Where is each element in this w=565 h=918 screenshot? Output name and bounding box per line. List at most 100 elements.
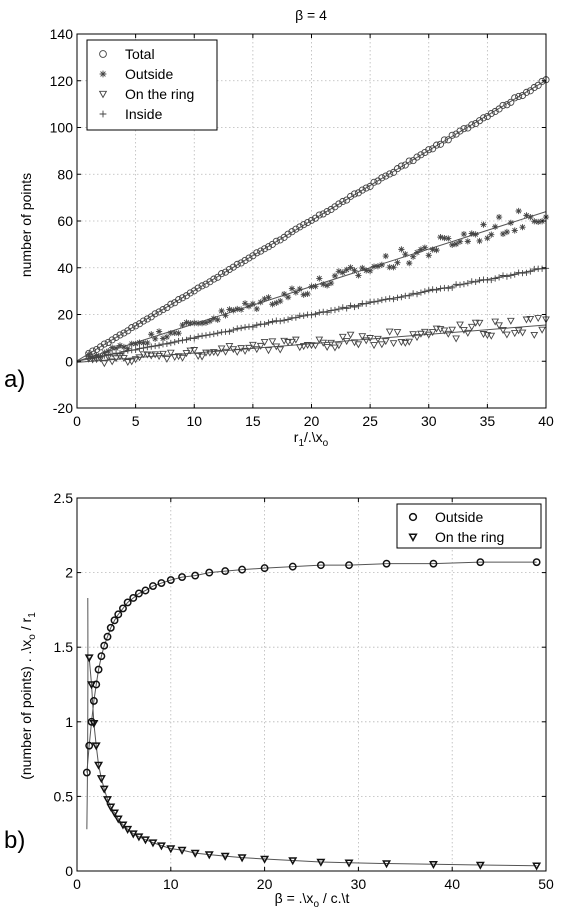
data-point: [116, 342, 124, 349]
data-point: [87, 717, 96, 726]
data-point: [129, 594, 138, 602]
panel-b-y-axis-label: (number of points) . .\xo / r1: [18, 612, 38, 780]
data-point: [89, 696, 98, 705]
data-point: [382, 252, 389, 260]
data-point: [417, 151, 425, 159]
x-tick-label: 20: [257, 876, 273, 892]
data-point: [429, 145, 437, 153]
y-tick-label: 0.5: [54, 788, 74, 804]
data-point: [260, 855, 270, 864]
data-point: [362, 184, 370, 192]
data-point: [378, 174, 386, 182]
data-point: [183, 319, 190, 326]
data-point: [155, 308, 163, 316]
x-tick-label: 0: [73, 413, 81, 429]
data-point: [155, 353, 163, 361]
data-point: [425, 146, 433, 154]
data-point: [413, 291, 421, 298]
data-point: [320, 308, 327, 315]
data-point: [312, 283, 319, 290]
data-point: [120, 343, 127, 351]
data-point: [428, 860, 438, 870]
data-point: [104, 338, 112, 346]
data-point: [288, 285, 296, 292]
data-point: [152, 335, 159, 342]
data-point: [362, 337, 371, 345]
data-point: [221, 567, 230, 576]
data-point: [296, 285, 303, 293]
data-point: [417, 246, 425, 253]
data-point: [527, 214, 534, 221]
data-point: [382, 860, 392, 869]
data-point: [532, 558, 541, 567]
x-tick-label: 30: [421, 413, 437, 429]
data-point: [178, 354, 187, 362]
legend-label: Outside: [435, 509, 483, 525]
data-point: [358, 333, 367, 341]
data-point: [99, 785, 109, 794]
data-point: [453, 240, 460, 248]
data-point: [241, 300, 249, 307]
data-point: [202, 332, 210, 339]
series-outside: [85, 207, 550, 361]
data-point: [260, 339, 269, 346]
data-point: [140, 339, 147, 346]
data-point: [149, 582, 157, 590]
data-point: [89, 719, 99, 729]
x-tick-label: 20: [304, 413, 320, 429]
data-point: [210, 315, 217, 322]
data-point: [429, 246, 436, 253]
panel-b-grid: [77, 498, 546, 871]
data-point: [492, 223, 499, 230]
data-point: [351, 267, 358, 274]
data-point: [335, 268, 342, 275]
data-point: [491, 107, 499, 116]
data-point: [108, 336, 116, 344]
data-point: [425, 287, 432, 294]
data-point: [128, 324, 136, 332]
data-point: [534, 81, 542, 89]
data-point: [110, 809, 119, 818]
data-point: [534, 315, 543, 323]
data-point: [167, 300, 175, 308]
legend-box: [86, 39, 218, 131]
data-point: [394, 259, 401, 266]
data-point: [103, 796, 112, 805]
data-point: [503, 273, 511, 280]
panel-b-points: [82, 558, 542, 871]
data-point: [218, 307, 225, 314]
data-point: [355, 302, 362, 310]
data-point: [511, 227, 518, 234]
data-point: [402, 251, 409, 258]
data-point: [136, 345, 143, 352]
data-point: [448, 326, 457, 334]
data-point: [456, 127, 464, 135]
data-point: [456, 281, 464, 288]
data-point: [367, 267, 374, 274]
data-point: [304, 218, 312, 227]
legend-label: On the ring: [125, 86, 194, 102]
x-tick-label: 10: [186, 413, 202, 429]
data-point: [475, 861, 485, 870]
data-point: [222, 312, 229, 319]
data-point: [210, 330, 217, 338]
data-point: [166, 576, 175, 585]
data-point: [390, 264, 397, 271]
panel-b-legend: Outside On the ring: [396, 503, 542, 549]
data-point: [105, 347, 112, 355]
data-point: [428, 329, 437, 337]
data-point: [343, 305, 350, 312]
data-point: [167, 329, 174, 337]
data-point: [220, 852, 230, 861]
data-point: [272, 237, 280, 245]
data-point: [179, 321, 186, 329]
data-point: [316, 309, 323, 316]
data-point: [214, 316, 221, 323]
data-point: [394, 294, 401, 301]
data-point: [288, 857, 298, 866]
data-point: [503, 228, 511, 236]
data-point: [436, 140, 445, 148]
data-point: [397, 162, 405, 170]
